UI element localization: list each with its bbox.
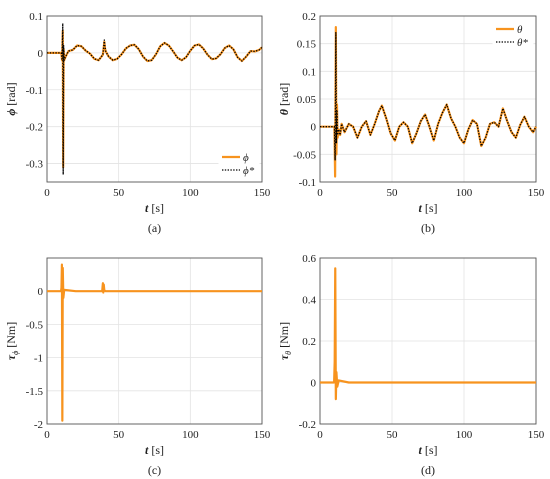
y-tick-label: -0.5 [26, 319, 44, 331]
legend-entry: ϕ* [243, 165, 255, 177]
x-axis-label: t [s] [418, 201, 437, 215]
y-axis-unit: [Nm] [277, 322, 291, 348]
x-tick-label: 100 [182, 187, 199, 199]
y-tick-label: 0.05 [297, 94, 317, 106]
y-tick-label: -0.3 [26, 159, 44, 171]
y-tick-label: 0 [311, 378, 317, 390]
y-axis-subscript: θ [284, 351, 293, 355]
y-tick-label: -2 [34, 419, 43, 431]
plot-frame [46, 257, 263, 425]
legend-entry: θ [517, 24, 523, 36]
panel-caption: (d) [421, 463, 435, 477]
series-line-measured [47, 263, 262, 422]
x-tick-label: 150 [254, 429, 271, 441]
x-tick-label: 100 [182, 429, 199, 441]
chart-panel: 0 50 100 150 0 -0.5 -1 -1.5 -2 t [s] τϕ [Nm] (c) [4, 257, 271, 477]
y-tick-label: -1 [34, 353, 43, 365]
y-axis-symbol: ϕ [4, 109, 18, 116]
y-tick-label: 0.1 [29, 11, 43, 23]
plot-frame [46, 15, 263, 183]
x-axis-symbol: t [145, 201, 149, 215]
y-axis-label: ϕ [rad] [4, 82, 18, 115]
chart-panel: 0 50 100 150 0.1 0 -0.1 -0.2 -0.3 t [s] ϕ [rad] (a)… [4, 11, 271, 235]
y-axis-label: τϕ [Nm] [4, 322, 20, 360]
series-line-reference [47, 22, 263, 176]
panel-caption: (b) [421, 221, 435, 235]
chart-panel: 0 50 100 150 0.2 0.15 0.1 0.05 0 -0.05 -0.1 t [s] θ … [277, 11, 545, 235]
y-tick-label: 0.4 [302, 295, 316, 307]
y-tick-label: 0 [311, 122, 317, 134]
x-axis-label: t [s] [145, 443, 164, 457]
x-axis-unit: [s] [425, 443, 438, 457]
x-tick-label: 0 [317, 187, 323, 199]
panel-caption: (c) [148, 463, 161, 477]
plot-frame [319, 15, 537, 183]
y-tick-label: 0 [38, 48, 44, 60]
x-tick-label: 0 [44, 429, 50, 441]
y-axis-symbol: τ [4, 354, 18, 360]
legend: ϕϕ* [218, 146, 260, 180]
x-axis-label: t [s] [418, 443, 437, 457]
y-axis-unit: [Nm] [4, 322, 18, 348]
legend-entry: θ* [517, 37, 528, 49]
y-tick-label: -0.1 [26, 85, 43, 97]
x-tick-label: 50 [113, 187, 125, 199]
legend: θθ* [492, 18, 534, 52]
y-tick-label: -0.2 [299, 419, 316, 431]
x-tick-label: 0 [317, 429, 323, 441]
y-axis-unit: [rad] [4, 82, 18, 105]
x-tick-label: 50 [387, 429, 399, 441]
x-tick-label: 150 [528, 187, 545, 199]
y-tick-label: 0.15 [297, 39, 317, 51]
x-axis-symbol: t [418, 201, 422, 215]
y-tick-label: 0 [38, 286, 44, 298]
y-axis-label: τθ [Nm] [277, 322, 293, 360]
legend-box [492, 18, 534, 52]
series-line-measured [320, 267, 536, 401]
x-tick-label: 100 [456, 429, 473, 441]
y-tick-label: 0.6 [302, 253, 316, 265]
y-tick-label: 0.2 [302, 336, 316, 348]
x-tick-label: 50 [387, 187, 399, 199]
x-axis-unit: [s] [151, 443, 164, 457]
y-tick-label: -1.5 [26, 386, 44, 398]
x-tick-label: 50 [113, 429, 125, 441]
y-tick-label: -0.05 [293, 149, 316, 161]
x-tick-label: 150 [528, 429, 545, 441]
y-axis-symbol: θ [277, 108, 291, 115]
y-axis-subscript: ϕ [11, 351, 20, 355]
x-tick-label: 150 [254, 187, 271, 199]
y-axis-symbol: τ [277, 354, 291, 360]
plot-frame [319, 257, 537, 425]
x-axis-symbol: t [145, 443, 149, 457]
y-tick-label: 0.1 [302, 66, 316, 78]
panel-caption: (a) [148, 221, 161, 235]
y-tick-label: -0.2 [26, 122, 43, 134]
legend-box [218, 146, 260, 180]
y-axis-unit: [rad] [277, 83, 291, 106]
x-axis-unit: [s] [425, 201, 438, 215]
x-axis-unit: [s] [151, 201, 164, 215]
legend-entry: ϕ [243, 152, 249, 164]
y-tick-label: -0.1 [299, 177, 316, 189]
y-tick-label: 0.2 [302, 11, 316, 23]
x-axis-symbol: t [418, 443, 422, 457]
series-line-reference [320, 31, 537, 161]
x-tick-label: 100 [456, 187, 473, 199]
y-axis-label: θ [rad] [277, 83, 291, 116]
x-axis-label: t [s] [145, 201, 164, 215]
x-tick-label: 0 [44, 187, 50, 199]
